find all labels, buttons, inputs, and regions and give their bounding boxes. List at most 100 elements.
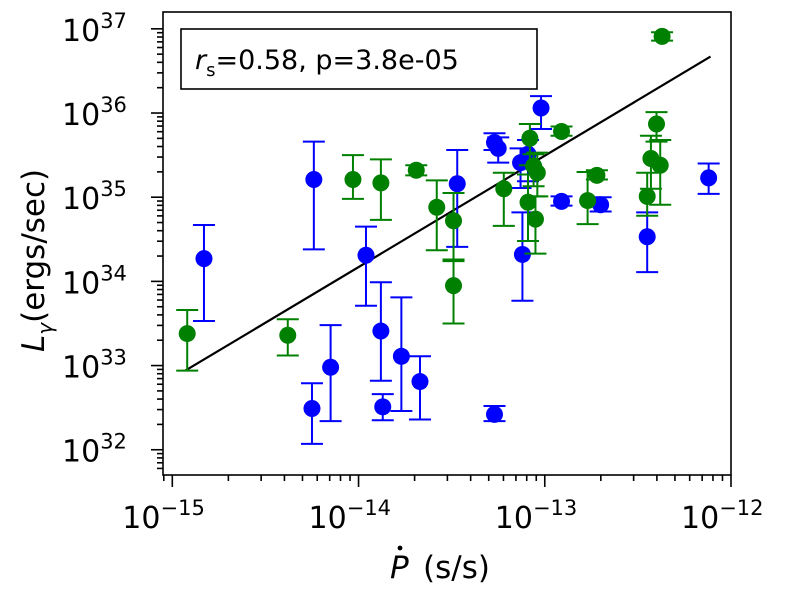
marker: [195, 250, 213, 268]
marker: [357, 246, 375, 264]
data-point-green: [526, 151, 549, 198]
y-tick-exponent: 35: [100, 177, 127, 201]
y-tick-label: 1035: [62, 177, 127, 217]
y-tick-exponent: 37: [100, 9, 127, 33]
fit-line: [184, 55, 712, 372]
data-point-blue: [369, 281, 392, 382]
marker: [513, 245, 531, 263]
y-axis-label-symbol: L: [16, 335, 52, 352]
marker: [553, 192, 571, 210]
marker: [303, 399, 321, 417]
marker: [322, 358, 340, 376]
data-point-green: [492, 171, 515, 227]
data-point-blue: [408, 355, 431, 421]
data-point-blue: [550, 192, 573, 210]
y-axis-label: Lγ(ergs/sec): [16, 169, 57, 352]
data-point-blue: [302, 140, 325, 251]
y-tick-base: 10: [62, 182, 100, 217]
y-tick-label: 1036: [62, 93, 127, 133]
data-point-green: [442, 191, 465, 261]
x-axis-label-dot: [397, 545, 403, 551]
data-point-blue: [390, 296, 413, 413]
x-tick-exponent: −13: [533, 496, 577, 520]
data-point-green: [550, 123, 573, 141]
data-point-blue: [371, 393, 394, 422]
x-tick-exponent: −15: [160, 496, 204, 520]
marker: [528, 164, 546, 182]
data-point-green: [636, 171, 659, 217]
marker: [407, 161, 425, 179]
x-tick-label: 10−14: [309, 496, 392, 536]
data-point-blue: [192, 223, 215, 322]
data-point-blue: [511, 211, 534, 302]
y-tick-label: 1037: [62, 9, 127, 49]
marker: [411, 373, 429, 391]
marker: [448, 175, 466, 193]
data-point-blue: [354, 225, 377, 307]
annotation-box: [180, 28, 538, 90]
y-tick-base: 10: [62, 266, 100, 301]
x-tick-label: 10−13: [495, 496, 578, 536]
x-tick-base: 10: [681, 501, 719, 536]
x-axis-label-symbol: P: [390, 550, 409, 586]
y-axis-label-unit: (ergs/sec): [16, 169, 52, 323]
marker: [526, 210, 544, 228]
data-point-green: [645, 111, 668, 143]
x-axis-label-unit: (s/s): [423, 550, 490, 586]
x-tick-label: 10−12: [681, 496, 764, 536]
y-tick-exponent: 33: [100, 346, 127, 370]
y-tick-base: 10: [62, 351, 100, 386]
data-point-blue: [483, 404, 506, 423]
marker: [519, 193, 537, 211]
marker: [445, 277, 463, 295]
marker: [428, 198, 446, 216]
fit-line-layer: [184, 55, 712, 372]
plot-frame: [162, 11, 732, 476]
data-point-green: [276, 318, 299, 357]
y-tick-exponent: 36: [100, 93, 127, 117]
marker: [495, 180, 513, 198]
series-blue: [192, 95, 720, 445]
data-points-layer: [176, 27, 720, 445]
annotation-text: rs=0.58, p=3.8e-05: [195, 45, 459, 81]
data-point-green: [341, 154, 364, 200]
marker: [521, 129, 539, 147]
marker: [553, 123, 571, 141]
marker: [532, 99, 550, 117]
correlation-annotation: rs=0.58, p=3.8e-05: [180, 28, 538, 90]
data-point-blue: [319, 324, 342, 423]
x-tick-base: 10: [122, 501, 160, 536]
marker: [372, 322, 390, 340]
y-axis-label-text: Lγ(ergs/sec): [16, 169, 57, 352]
marker: [344, 171, 362, 189]
marker: [372, 174, 390, 192]
data-point-blue: [636, 211, 659, 274]
data-point-blue: [697, 162, 720, 195]
y-tick-base: 10: [62, 14, 100, 49]
y-axis-label-subscript: γ: [33, 322, 57, 335]
data-point-blue: [487, 136, 510, 164]
data-point-green: [649, 138, 672, 206]
data-point-green: [405, 161, 428, 179]
annotation-value: =0.58, p=3.8e-05: [216, 45, 459, 76]
x-axis-label: P (s/s): [390, 545, 490, 586]
x-tick-base: 10: [495, 501, 533, 536]
y-tick-label: 1033: [62, 346, 127, 386]
annotation-symbol: r: [195, 45, 208, 76]
data-point-green: [651, 27, 674, 45]
marker: [638, 228, 656, 246]
data-point-green: [442, 260, 465, 325]
marker: [445, 212, 463, 230]
data-point-green: [176, 309, 199, 372]
x-tick-label: 10−15: [122, 496, 205, 536]
x-tick-base: 10: [309, 501, 347, 536]
marker: [592, 196, 610, 214]
marker: [489, 139, 507, 157]
y-tick-exponent: 34: [100, 261, 127, 285]
y-tick-label: 1032: [62, 430, 127, 470]
marker: [579, 192, 597, 210]
data-point-blue: [530, 95, 553, 131]
axes-layer: 10−15 10−14 10−13 10−1210321033103410351036…: [62, 9, 764, 536]
marker: [374, 398, 392, 416]
